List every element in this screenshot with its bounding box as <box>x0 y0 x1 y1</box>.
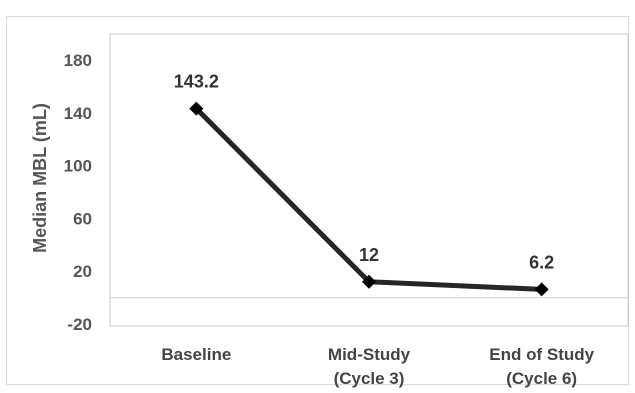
data-labels: 143.2 12 6.2 <box>174 72 554 273</box>
y-axis-label: Median MBL (mL) <box>30 103 50 253</box>
x-category-label: Baseline <box>161 345 231 364</box>
x-category-label: End of Study <box>489 345 594 364</box>
y-tick-label: -20 <box>67 315 92 334</box>
data-point-marker <box>362 274 376 289</box>
data-markers <box>189 101 549 297</box>
chart-border <box>6 16 629 385</box>
data-label: 143.2 <box>174 72 219 92</box>
x-category-label: Mid-Study <box>328 345 411 364</box>
y-tick-label: 140 <box>64 104 92 123</box>
plot-area <box>109 33 629 327</box>
y-tick-label: 180 <box>64 51 92 70</box>
data-label: 12 <box>359 245 379 265</box>
x-category-label: (Cycle 3) <box>334 369 405 388</box>
y-axis-ticks: -20 20 60 100 140 180 <box>64 51 92 334</box>
data-point-marker <box>189 101 204 116</box>
data-point-marker <box>534 282 549 297</box>
x-axis-categories: Baseline Mid-Study (Cycle 3) End of Study (C… <box>161 345 594 388</box>
y-tick-label: 20 <box>73 262 92 281</box>
y-tick-label: 60 <box>73 209 92 228</box>
x-category-label: (Cycle 6) <box>506 369 577 388</box>
data-label: 6.2 <box>529 252 554 272</box>
y-tick-label: 100 <box>64 157 92 176</box>
